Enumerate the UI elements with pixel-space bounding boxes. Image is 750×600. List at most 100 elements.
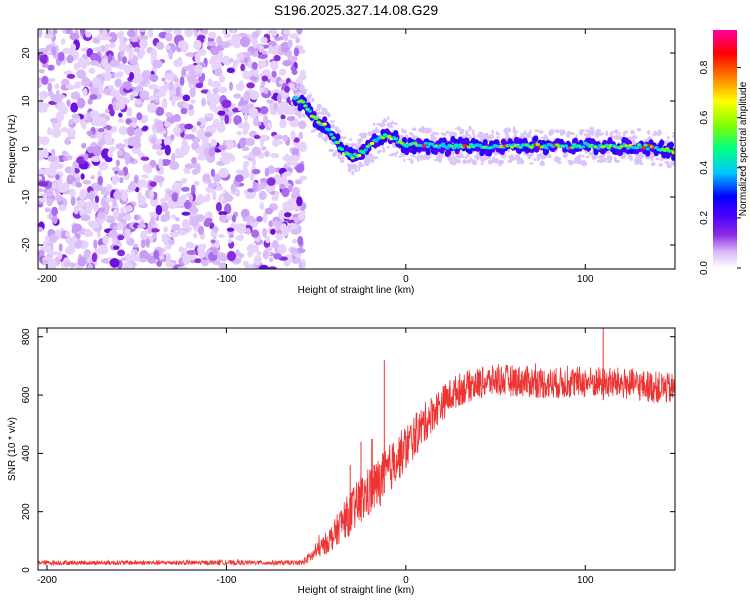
track-halo <box>293 108 299 112</box>
noise-blob <box>281 172 287 183</box>
track-halo <box>462 159 468 165</box>
noise-blob <box>38 249 45 257</box>
noise-blob <box>129 72 135 80</box>
track-halo <box>672 132 675 135</box>
track-band <box>593 148 599 156</box>
noise-blob <box>168 81 174 91</box>
track-halo <box>647 130 651 135</box>
track-core <box>363 148 368 152</box>
noise-blob <box>139 250 149 261</box>
track-halo <box>476 155 480 161</box>
track-core <box>393 137 398 141</box>
noise-blob <box>101 187 106 195</box>
noise-blob <box>126 106 133 117</box>
track-core <box>606 146 612 150</box>
track-core <box>303 104 308 108</box>
noise-blob <box>160 197 166 204</box>
noise-blob <box>66 54 74 64</box>
track-core <box>357 153 362 158</box>
noise-blob <box>259 190 267 201</box>
spectrogram-signal-track <box>291 84 675 176</box>
noise-blob <box>282 59 292 67</box>
track-halo <box>666 136 670 140</box>
noise-blob <box>156 138 163 145</box>
noise-blob <box>245 194 255 200</box>
noise-blob <box>291 154 298 163</box>
noise-blob <box>298 120 307 130</box>
noise-blob <box>203 147 210 156</box>
noise-blob <box>230 183 237 193</box>
noise-blob <box>81 121 87 130</box>
noise-blob <box>226 227 235 232</box>
track-halo <box>507 159 513 164</box>
track-core <box>445 146 450 150</box>
noise-blob <box>289 33 299 39</box>
track-band <box>433 148 439 156</box>
noise-blob <box>268 220 274 228</box>
noise-blob <box>251 168 261 175</box>
track-core <box>535 143 541 147</box>
noise-blob <box>165 261 176 268</box>
track-halo <box>389 125 394 128</box>
track-halo <box>569 132 576 136</box>
track-halo <box>549 129 555 134</box>
noise-blob <box>178 229 187 236</box>
track-core <box>669 148 674 152</box>
noise-blob <box>83 153 89 161</box>
noise-blob <box>164 213 171 221</box>
noise-blob <box>115 159 120 167</box>
track-halo <box>458 125 461 132</box>
noise-blob <box>185 241 194 249</box>
noise-blob <box>247 188 255 193</box>
track-halo <box>403 158 406 162</box>
noise-blob <box>51 46 57 57</box>
noise-blob <box>110 89 121 98</box>
noise-blob <box>281 223 287 231</box>
noise-blob <box>116 100 126 110</box>
track-halo <box>438 157 442 163</box>
track-core <box>307 109 312 113</box>
noise-blob <box>266 99 274 104</box>
noise-blob <box>80 173 85 180</box>
colorbar-tick-label: 0.2 <box>699 211 710 225</box>
noise-blob <box>246 82 255 89</box>
noise-blob <box>74 81 82 89</box>
noise-blob <box>50 118 59 124</box>
noise-blob <box>142 183 148 188</box>
noise-blob <box>123 261 133 269</box>
noise-blob <box>204 113 215 118</box>
noise-blob <box>193 39 202 50</box>
noise-blob <box>221 99 232 109</box>
noise-blob <box>269 257 274 263</box>
spectrogram-y-tick-label: 10 <box>21 95 32 107</box>
track-halo <box>368 153 374 158</box>
noise-blob <box>74 173 80 179</box>
noise-blob <box>83 228 92 238</box>
noise-blob <box>173 76 179 83</box>
track-core <box>563 144 569 148</box>
track-core <box>313 116 319 121</box>
colorbar-tick-label: 0.8 <box>699 60 710 74</box>
colorbar-label: Normalized spectral amplitude <box>738 81 749 216</box>
track-halo <box>576 159 582 165</box>
noise-blob <box>139 258 148 263</box>
figure-title: S196.2025.327.14.08.G29 <box>274 2 438 18</box>
noise-blob <box>259 106 269 115</box>
noise-blob <box>128 51 134 60</box>
noise-blob <box>231 214 237 223</box>
noise-blob <box>264 88 269 95</box>
noise-blob <box>194 52 201 64</box>
snr-x-tick-label: -100 <box>216 575 236 586</box>
track-halo <box>453 158 459 164</box>
track-halo <box>358 164 364 168</box>
track-halo <box>469 157 473 162</box>
noise-blob <box>121 192 128 202</box>
noise-blob <box>73 205 79 215</box>
track-halo <box>450 151 456 156</box>
noise-blob <box>205 217 213 223</box>
snr-series-line <box>38 363 675 567</box>
noise-blob <box>288 198 296 204</box>
noise-blob <box>237 105 242 112</box>
noise-blob <box>105 115 110 122</box>
